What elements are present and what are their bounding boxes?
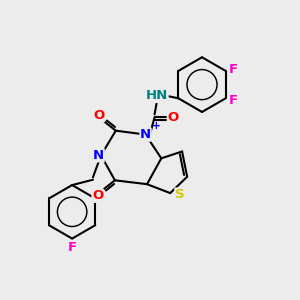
Text: O: O: [93, 109, 104, 122]
Text: F: F: [229, 63, 238, 76]
Text: N: N: [93, 149, 104, 162]
Text: N: N: [140, 128, 151, 141]
Text: +: +: [152, 121, 161, 130]
Text: HN: HN: [146, 89, 168, 102]
Text: S: S: [175, 188, 184, 201]
Text: F: F: [68, 241, 77, 254]
Text: O: O: [167, 111, 178, 124]
Text: O: O: [92, 189, 103, 202]
Text: F: F: [229, 94, 238, 107]
